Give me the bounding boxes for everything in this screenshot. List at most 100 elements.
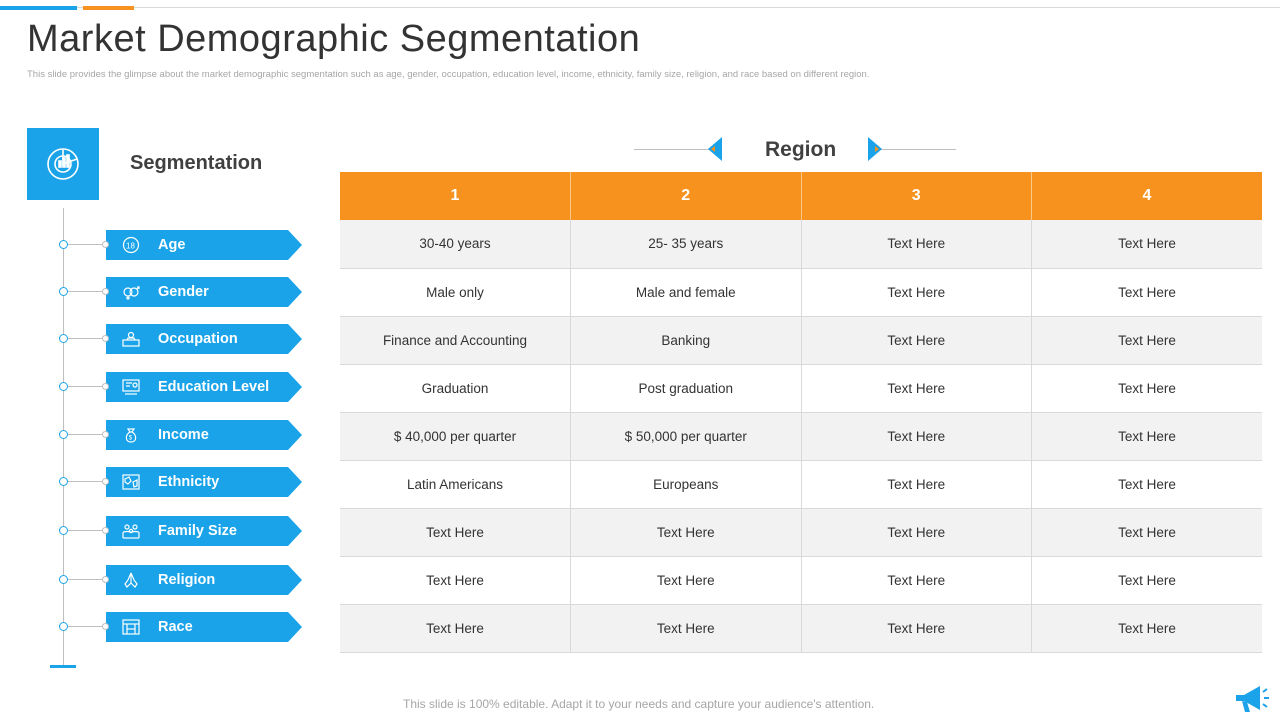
timeline-dot	[59, 430, 68, 439]
money-bag-icon: $	[125, 428, 137, 443]
praying-hands-icon	[124, 572, 138, 588]
table-cell: Text Here	[1031, 364, 1262, 413]
age-18-icon: 18	[122, 236, 140, 254]
table-cell: Text Here	[570, 604, 802, 653]
segment-label: Occupation	[158, 331, 238, 347]
segment-item-income[interactable]: $ Income	[58, 420, 308, 450]
segment-label: Religion	[158, 572, 216, 588]
table-row: Graduation Post graduation Text Here Tex…	[340, 364, 1262, 413]
segment-label: Race	[158, 619, 193, 635]
table-cell: Latin Americans	[340, 460, 571, 509]
connector-line	[68, 481, 106, 482]
timeline-dot	[59, 477, 68, 486]
segment-label: Ethnicity	[158, 474, 220, 490]
segment-item-ethnicity[interactable]: Ethnicity	[58, 467, 308, 497]
top-divider	[0, 7, 1280, 8]
table-cell: Text Here	[570, 508, 802, 557]
segment-tag	[106, 277, 302, 307]
segment-item-occupation[interactable]: Occupation	[58, 324, 308, 354]
segment-item-age[interactable]: 18 Age	[58, 230, 308, 260]
race-icon	[122, 619, 140, 635]
accent-bar-orange	[83, 6, 134, 10]
footer-note: This slide is 100% editable. Adapt it to…	[403, 697, 875, 711]
table-cell: Post graduation	[570, 364, 802, 413]
table-cell: Text Here	[801, 412, 1032, 461]
connector-dot	[102, 431, 109, 438]
gender-icon	[123, 286, 140, 300]
arrow-right-icon[interactable]	[866, 137, 884, 161]
connector-dot	[102, 335, 109, 342]
svg-text:18: 18	[126, 242, 135, 251]
segment-tag	[106, 324, 302, 354]
timeline-dot	[59, 334, 68, 343]
connector-line	[68, 626, 106, 627]
table-header-row: 1 2 3 4	[340, 172, 1262, 220]
segment-item-gender[interactable]: Gender	[58, 277, 308, 307]
region-label: Region	[765, 138, 837, 161]
table-row: Male only Male and female Text Here Text…	[340, 268, 1262, 317]
table-cell: Male only	[340, 268, 571, 317]
segment-tag	[106, 516, 302, 546]
table-cell: Text Here	[801, 604, 1032, 653]
connector-line	[68, 244, 106, 245]
segment-item-religion[interactable]: Religion	[58, 565, 308, 595]
svg-text:$: $	[129, 436, 133, 442]
education-icon	[122, 379, 140, 395]
timeline-dot	[59, 382, 68, 391]
table-cell: Text Here	[340, 508, 571, 557]
table-cell: Text Here	[1031, 268, 1262, 317]
table-cell: Text Here	[801, 220, 1032, 269]
timeline-dot	[59, 622, 68, 631]
pie-chart-icon	[47, 148, 79, 180]
segment-item-race[interactable]: Race	[58, 612, 308, 642]
segment-label: Age	[158, 237, 186, 253]
segment-item-education-level[interactable]: Education Level	[58, 372, 308, 402]
column-header: 2	[570, 172, 802, 220]
column-header: 4	[1031, 172, 1262, 220]
connector-line	[68, 291, 106, 292]
table-cell: Text Here	[801, 460, 1032, 509]
segment-label: Family Size	[158, 523, 237, 539]
segment-label: Income	[158, 427, 209, 443]
timeline-dot	[59, 575, 68, 584]
table-cell: Male and female	[570, 268, 802, 317]
region-line-right	[876, 149, 956, 150]
timeline-dot	[59, 287, 68, 296]
table-cell: Text Here	[1031, 220, 1262, 269]
timeline-dot	[59, 240, 68, 249]
column-header: 3	[801, 172, 1032, 220]
timeline-end-bar	[50, 665, 76, 668]
column-header: 1	[340, 172, 571, 220]
segmentation-icon-box	[27, 128, 99, 200]
family-icon	[122, 524, 140, 539]
connector-dot	[102, 241, 109, 248]
table-cell: $ 50,000 per quarter	[570, 412, 802, 461]
arrow-left-icon[interactable]	[706, 137, 724, 161]
table-cell: Europeans	[570, 460, 802, 509]
table-cell: Finance and Accounting	[340, 316, 571, 365]
table-cell: 25- 35 years	[570, 220, 802, 269]
segment-tag	[106, 420, 302, 450]
table-cell: Text Here	[570, 556, 802, 605]
connector-line	[68, 338, 106, 339]
connector-line	[68, 434, 106, 435]
table-cell: Text Here	[340, 556, 571, 605]
table-row: Finance and Accounting Banking Text Here…	[340, 316, 1262, 365]
connector-line	[68, 530, 106, 531]
segmentation-title: Segmentation	[130, 152, 263, 174]
connector-dot	[102, 383, 109, 390]
table-cell: Text Here	[801, 364, 1032, 413]
connector-line	[68, 386, 106, 387]
table-row: 30-40 years 25- 35 years Text Here Text …	[340, 220, 1262, 269]
connector-line	[68, 579, 106, 580]
table-cell: 30-40 years	[340, 220, 571, 269]
segment-tag	[106, 565, 302, 595]
connector-dot	[102, 623, 109, 630]
table-row: Text Here Text Here Text Here Text Here	[340, 604, 1262, 653]
table-cell: Text Here	[1031, 316, 1262, 365]
table-cell: Text Here	[801, 508, 1032, 557]
connector-dot	[102, 576, 109, 583]
globe-map-icon	[122, 474, 140, 490]
table-cell: Text Here	[1031, 412, 1262, 461]
segment-item-family-size[interactable]: Family Size	[58, 516, 308, 546]
